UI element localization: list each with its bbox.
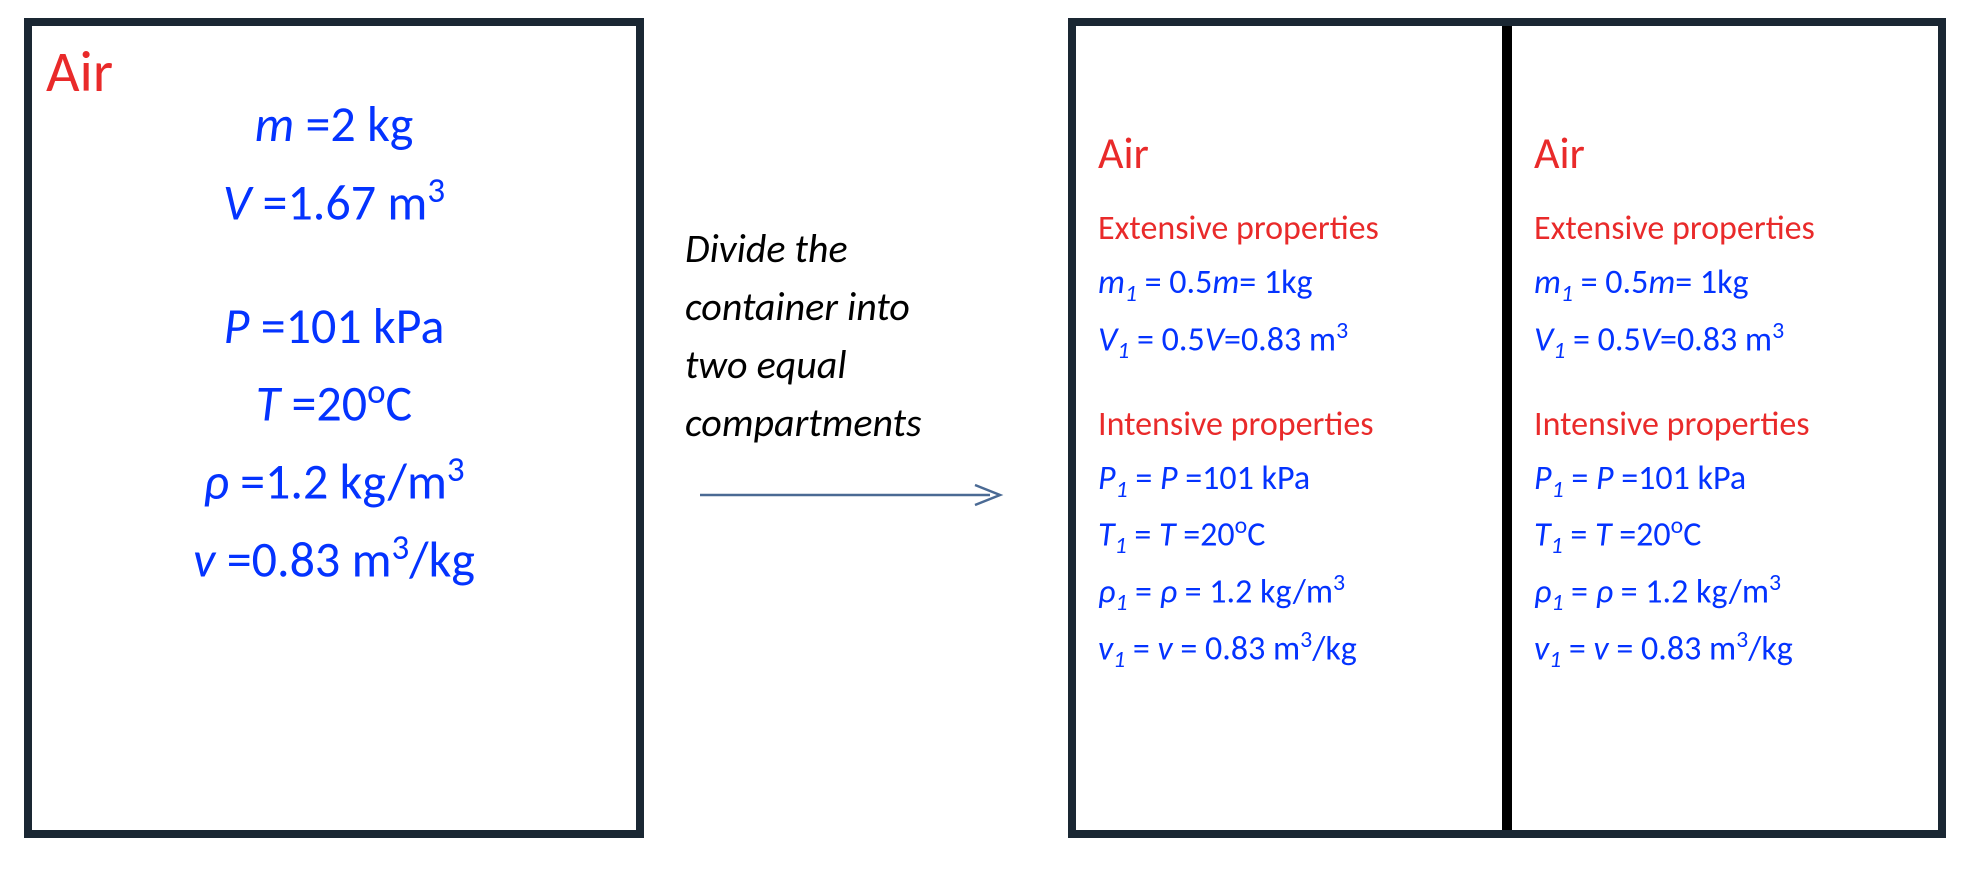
density-c2: ρ1 = ρ = 1.2 kg/m3 — [1534, 565, 1916, 622]
pressure-c1: P1 = P =101 kPa — [1098, 453, 1480, 509]
air-title-left: Air — [46, 36, 113, 107]
original-container: Air m =2 kg V =1.67 m3 P =101 kPa T =20o… — [24, 18, 644, 838]
mass-c2: m1 = 0.5m= 1kg — [1534, 257, 1916, 313]
pressure-c2: P1 = P =101 kPa — [1534, 453, 1916, 509]
compartment-2: Air Extensive properties m1 = 0.5m= 1kg … — [1512, 26, 1938, 830]
intensive-header-c2: Intensive properties — [1534, 404, 1916, 445]
specvol-c2: v1 = v = 0.83 m3/kg — [1534, 622, 1916, 679]
volume-c2: V1 = 0.5V=0.83 m3 — [1534, 313, 1916, 370]
left-properties: m =2 kg V =1.67 m3 P =101 kPa T =20oC ρ … — [32, 86, 636, 600]
extensive-header-c1: Extensive properties — [1098, 208, 1480, 249]
specvol-c1: v1 = v = 0.83 m3/kg — [1098, 622, 1480, 679]
mass-c1: m1 = 0.5m= 1kg — [1098, 257, 1480, 313]
air-title-c1: Air — [1098, 126, 1480, 180]
specific-volume-line: v =0.83 m3/kg — [32, 521, 636, 599]
temperature-line: T =20oC — [32, 365, 636, 443]
pressure-line: P =101 kPa — [32, 288, 636, 366]
divided-container: Air Extensive properties m1 = 0.5m= 1kg … — [1068, 18, 1946, 838]
arrow-icon — [700, 480, 1010, 510]
partition-wall — [1502, 26, 1512, 830]
mass-line: m =2 kg — [32, 86, 636, 164]
intensive-header-c1: Intensive properties — [1098, 404, 1480, 445]
temp-c1: T1 = T =20oC — [1098, 508, 1480, 565]
extensive-header-c2: Extensive properties — [1534, 208, 1916, 249]
volume-c1: V1 = 0.5V=0.83 m3 — [1098, 313, 1480, 370]
temp-c2: T1 = T =20oC — [1534, 508, 1916, 565]
air-title-c2: Air — [1534, 126, 1916, 180]
divide-caption: Divide the container into two equal comp… — [685, 220, 1055, 452]
density-c1: ρ1 = ρ = 1.2 kg/m3 — [1098, 565, 1480, 622]
compartment-1: Air Extensive properties m1 = 0.5m= 1kg … — [1076, 26, 1502, 830]
density-line: ρ =1.2 kg/m3 — [32, 443, 636, 521]
volume-line: V =1.67 m3 — [32, 164, 636, 242]
